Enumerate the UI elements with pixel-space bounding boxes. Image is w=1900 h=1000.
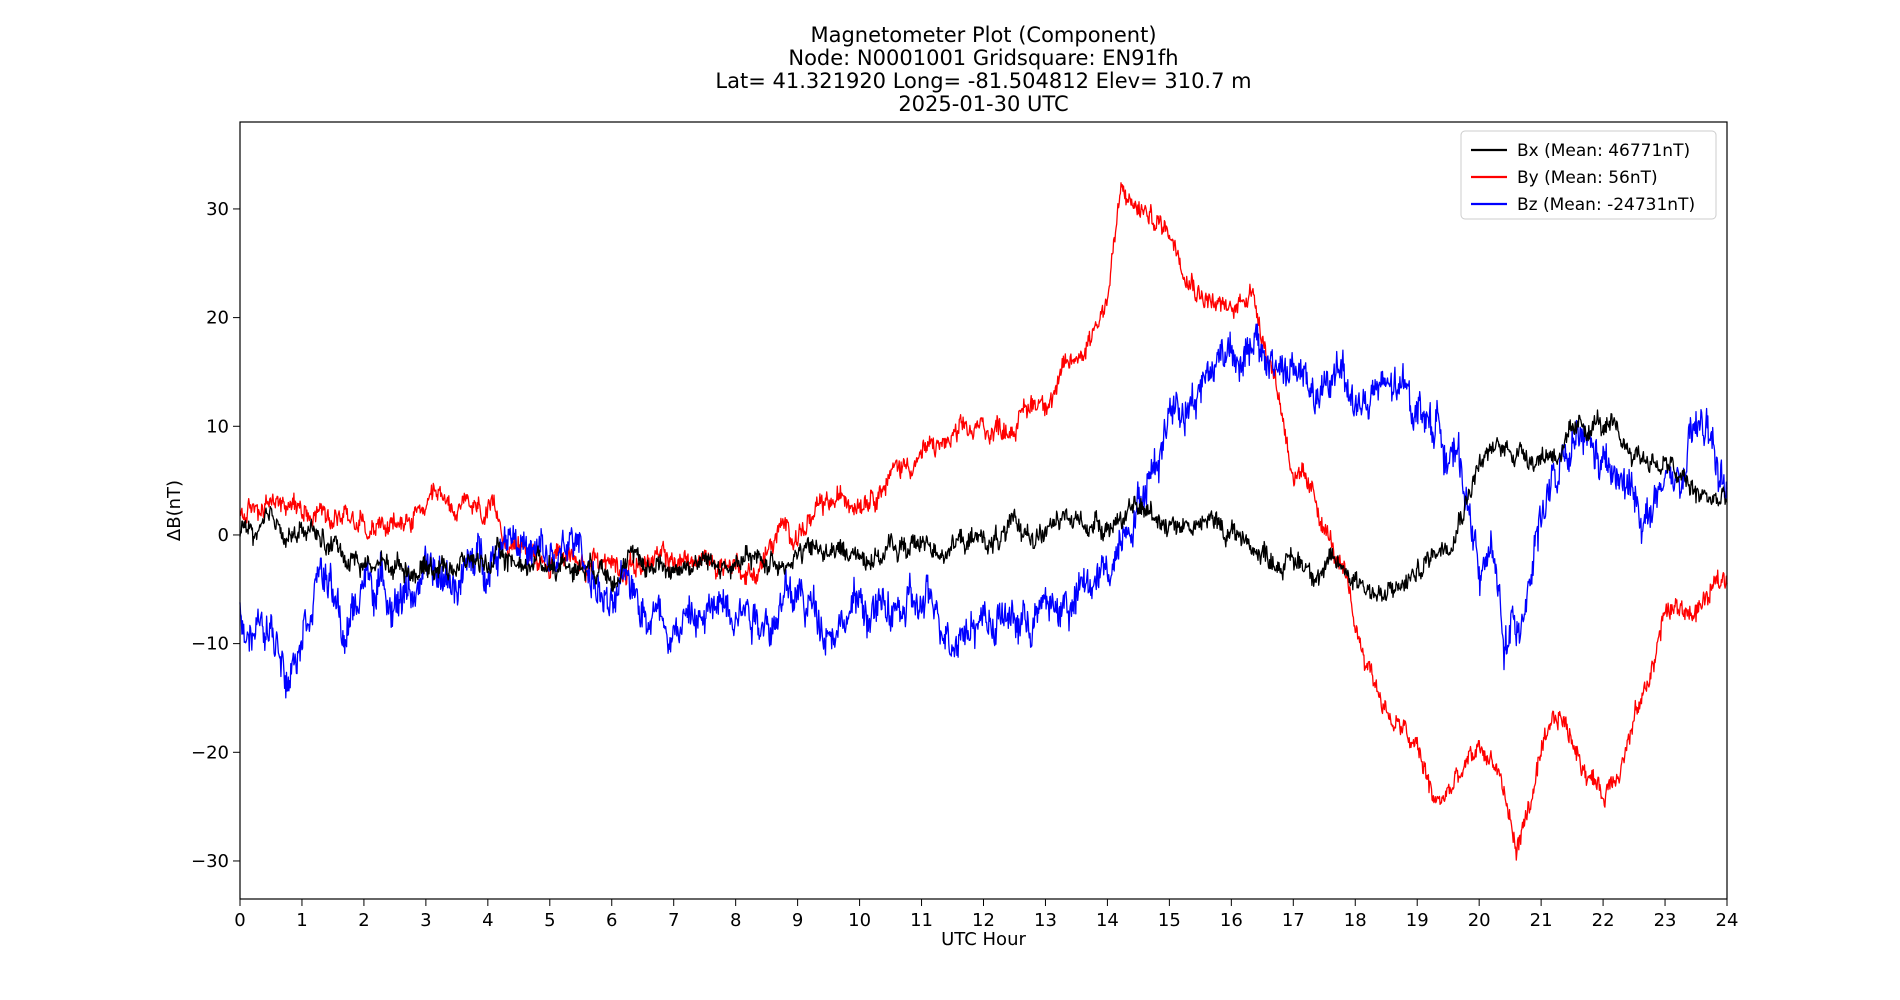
y-tick-label: −10 <box>191 634 229 655</box>
chart-title: Magnetometer Plot (Component)Node: N0001… <box>715 23 1251 116</box>
x-tick-label: 20 <box>1468 910 1491 931</box>
legend: Bx (Mean: 46771nT) By (Mean: 56nT) Bz (Mea… <box>1460 130 1717 220</box>
x-tick-label: 18 <box>1344 910 1367 931</box>
x-tick-label: 15 <box>1158 910 1181 931</box>
y-tick-label: 30 <box>206 199 229 220</box>
title-line: 2025-01-30 UTC <box>898 92 1068 116</box>
title-line: Node: N0001001 Gridsquare: EN91fh <box>788 46 1178 70</box>
x-axis-ticks: 0 1 2 3 4 5 6 7 8 9 10 11 12 13 14 15 16 17 18 19 20 21 22 23 24 <box>234 899 1738 931</box>
title-line: Magnetometer Plot (Component) <box>810 23 1156 47</box>
y-axis-label: ΔB(nT) <box>164 480 185 541</box>
x-tick-label: 14 <box>1096 910 1119 931</box>
y-tick-label: −20 <box>191 742 229 763</box>
y-tick-label: 0 <box>218 525 229 546</box>
x-tick-label: 23 <box>1654 910 1677 931</box>
x-tick-label: 5 <box>544 910 555 931</box>
x-tick-label: 10 <box>848 910 871 931</box>
y-tick-label: 20 <box>206 308 229 329</box>
x-axis-label: UTC Hour <box>941 929 1026 950</box>
x-tick-label: 24 <box>1716 910 1739 931</box>
x-tick-label: 2 <box>358 910 369 931</box>
x-tick-label: 19 <box>1406 910 1429 931</box>
x-tick-label: 11 <box>910 910 933 931</box>
x-tick-label: 21 <box>1530 910 1553 931</box>
legend-label: Bz (Mean: -24731nT) <box>1517 195 1695 215</box>
x-tick-label: 9 <box>792 910 803 931</box>
x-tick-label: 1 <box>296 910 307 931</box>
legend-label: By (Mean: 56nT) <box>1517 168 1658 188</box>
x-tick-label: 6 <box>606 910 617 931</box>
x-tick-label: 17 <box>1282 910 1305 931</box>
series-lines <box>239 182 1728 861</box>
series-line <box>239 182 1728 861</box>
x-tick-label: 12 <box>972 910 995 931</box>
x-tick-label: 4 <box>482 910 493 931</box>
x-tick-label: 7 <box>668 910 679 931</box>
x-tick-label: 22 <box>1592 910 1615 931</box>
series-line <box>239 323 1728 699</box>
legend-box <box>1460 130 1717 220</box>
series-line <box>239 409 1728 602</box>
x-tick-label: 16 <box>1220 910 1243 931</box>
y-axis-ticks: −30 −20 −10 0 10 20 30 <box>191 199 240 872</box>
x-tick-label: 13 <box>1034 910 1057 931</box>
x-tick-label: 3 <box>420 910 431 931</box>
legend-label: Bx (Mean: 46771nT) <box>1517 141 1690 161</box>
x-tick-label: 0 <box>234 910 245 931</box>
title-line: Lat= 41.321920 Long= -81.504812 Elev= 31… <box>715 69 1251 93</box>
x-tick-label: 8 <box>730 910 741 931</box>
plot-frame <box>239 121 1728 900</box>
y-tick-label: −30 <box>191 851 229 872</box>
y-tick-label: 10 <box>206 416 229 437</box>
